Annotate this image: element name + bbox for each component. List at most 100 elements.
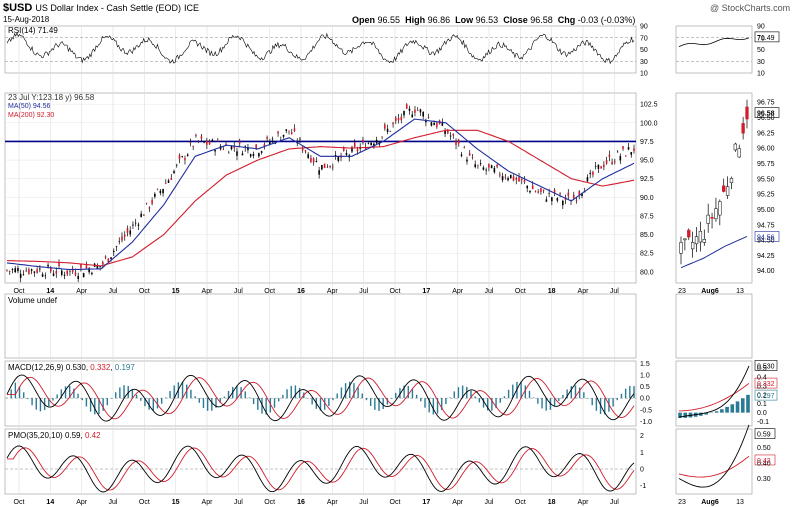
macd-histogram-bar bbox=[269, 398, 272, 413]
macd-histogram-bar bbox=[35, 398, 37, 410]
price-candle-body bbox=[342, 147, 345, 151]
vol-zoom-frame bbox=[675, 293, 753, 359]
macd-histogram-bar bbox=[148, 398, 150, 410]
x-tick-label: Jul bbox=[234, 288, 243, 295]
macd-histogram-bar bbox=[411, 389, 414, 399]
price-candle-body bbox=[258, 153, 260, 157]
zoom-macd-hist-bar bbox=[678, 412, 682, 418]
price-candle-body bbox=[422, 112, 424, 117]
price-candle-body bbox=[531, 185, 534, 190]
price-candle-body bbox=[449, 135, 452, 137]
price-candle-body bbox=[8, 270, 11, 272]
macd-histogram-bar bbox=[328, 398, 330, 406]
pmo-signal-value: 0.42 bbox=[84, 431, 101, 440]
price-axis-label: 85.0 bbox=[640, 232, 654, 239]
price-candle-body bbox=[85, 265, 88, 269]
zoom-macd-hist-bar bbox=[725, 406, 729, 413]
price-candle-body bbox=[471, 157, 474, 159]
ma50-label: MA(50) 94.56 bbox=[8, 103, 51, 110]
macd-histogram-bar bbox=[499, 398, 501, 403]
high-value: 96.86 bbox=[427, 15, 451, 25]
macd-histogram-bar bbox=[215, 398, 217, 408]
macd-histogram-bar bbox=[114, 392, 117, 399]
macd-histogram-bar bbox=[311, 398, 313, 405]
price-candle-body bbox=[619, 156, 622, 161]
macd-axis-label: -0.5 bbox=[640, 407, 652, 414]
x-tick-label: Jul bbox=[359, 499, 368, 506]
x-tick-label: Oct bbox=[390, 499, 401, 506]
price-candle-body bbox=[542, 189, 545, 191]
zoom-macd-hist-bar bbox=[683, 412, 688, 418]
macd-histogram-bar bbox=[495, 398, 497, 408]
price-candle-body bbox=[186, 154, 189, 156]
macd-histogram-bar bbox=[395, 392, 397, 399]
zoom-candle-body bbox=[710, 217, 714, 219]
macd-histogram-bar bbox=[620, 393, 623, 399]
price-candle-body bbox=[39, 268, 41, 270]
macd-histogram-bar bbox=[52, 398, 54, 401]
macd-histogram-bar bbox=[403, 385, 405, 399]
macd-histogram-bar bbox=[445, 398, 447, 405]
x-tick-label: Oct bbox=[139, 499, 150, 506]
price-candle-body bbox=[616, 151, 619, 153]
price-candle-body bbox=[238, 141, 241, 144]
price-candle-body bbox=[389, 131, 392, 132]
price-candle-body bbox=[370, 142, 372, 146]
price-candle-body bbox=[28, 269, 30, 274]
price-candle-body bbox=[479, 163, 482, 165]
price-candle-body bbox=[551, 197, 553, 202]
price-candle-body bbox=[266, 137, 268, 139]
macd-histogram-bar bbox=[512, 384, 514, 399]
price-candle-body bbox=[206, 141, 208, 145]
macd-histogram-bar bbox=[441, 398, 443, 410]
price-candle-body bbox=[518, 177, 520, 182]
price-candle-body bbox=[345, 153, 348, 155]
zoom-price-axis-label: 95.00 bbox=[757, 207, 775, 214]
price-candle-body bbox=[71, 268, 74, 272]
macd-zoom-frame bbox=[675, 360, 753, 427]
macd-histogram-bar bbox=[583, 392, 585, 399]
x-tick-label: Oct bbox=[515, 499, 526, 506]
volume-label: Volume undef bbox=[8, 296, 57, 305]
price-candle-body bbox=[211, 139, 214, 142]
x-tick-label: Jul bbox=[109, 288, 118, 295]
close-value: 96.58 bbox=[530, 15, 553, 25]
macd-histogram-bar bbox=[369, 398, 372, 407]
price-candle-body bbox=[603, 164, 605, 168]
macd-histogram-bar bbox=[528, 390, 531, 399]
macd-histogram-bar bbox=[461, 385, 464, 399]
open-value: 96.55 bbox=[377, 15, 401, 25]
macd-axis-label: 0.0 bbox=[640, 396, 650, 403]
macd-histogram-bar bbox=[574, 385, 577, 399]
macd-histogram-bar bbox=[361, 393, 363, 399]
zoom-macd-hist-bar bbox=[740, 398, 745, 413]
macd-histogram-bar bbox=[545, 398, 547, 411]
price-candle-body bbox=[123, 234, 126, 237]
price-axis-label: 92.5 bbox=[640, 176, 654, 183]
x-tick-label: 14 bbox=[46, 499, 54, 506]
macd-histogram-bar bbox=[407, 386, 409, 399]
price-candle-body bbox=[290, 132, 293, 135]
price-candle-body bbox=[425, 120, 427, 123]
price-candle-body bbox=[110, 257, 112, 260]
price-candle-body bbox=[419, 109, 422, 113]
macd-name: MACD(12,26,9) bbox=[8, 363, 64, 372]
price-candle-body bbox=[304, 150, 307, 152]
macd-histogram-bar bbox=[319, 398, 322, 411]
zoom-x-tick-label: 13 bbox=[736, 288, 744, 295]
zoom-price-axis-label: 94.75 bbox=[757, 222, 775, 229]
price-candle-body bbox=[594, 166, 597, 167]
price-candle-body bbox=[214, 150, 216, 152]
zoom-pmo-tag: 0.59 bbox=[757, 432, 771, 439]
price-candle-body bbox=[137, 224, 140, 226]
price-candle-body bbox=[575, 200, 578, 201]
macd-histogram-bar bbox=[60, 389, 63, 399]
price-candle-body bbox=[30, 269, 33, 271]
x-tick-label: Apr bbox=[76, 499, 88, 506]
macd-histogram-bar bbox=[487, 398, 489, 411]
zoom-x-tick-label: Aug6 bbox=[701, 499, 719, 506]
zoom-candle-body bbox=[722, 185, 726, 192]
rsi-axis-label: 70 bbox=[640, 35, 648, 42]
price-candle-body bbox=[592, 171, 594, 175]
